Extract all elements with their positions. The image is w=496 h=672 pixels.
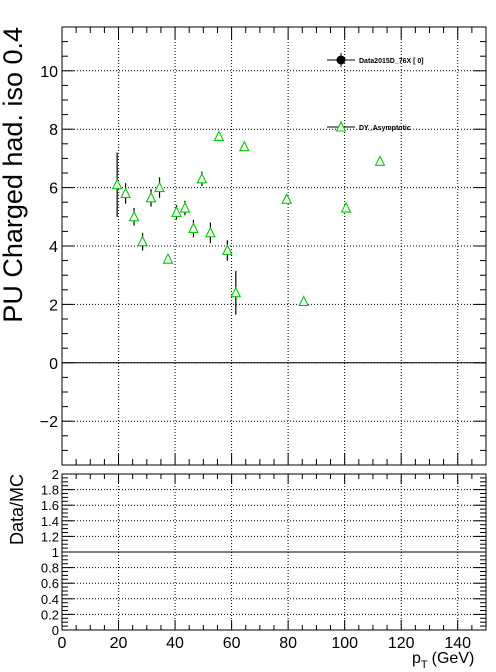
triangle-marker [340,201,352,213]
upper-y-axis-label: PU Charged had. iso 0.4 [0,27,28,323]
x-tick-label: 40 [166,635,184,652]
upper-y-tick-label: 2 [49,297,58,314]
x-axis-label-sub: T [421,659,428,671]
upper-panel: −2 0 2 4 6 8 10 PU Charged had. iso 0.4 Data20… [0,26,487,466]
data-point [340,201,352,213]
data-point [137,232,148,251]
data-point [196,171,208,187]
lower-y-tick-labels: 00.20.40.60.811.21.41.61.82 [41,467,59,638]
x-tick-label: 60 [223,635,241,652]
triangle-marker [179,201,191,213]
triangle-marker [137,235,148,247]
data-point [111,152,123,217]
data-point [230,270,242,315]
lower-y-tick-label: 0.8 [41,561,59,576]
x-tick-label: 140 [444,635,471,652]
x-axis-label: pT (GeV) [412,650,474,671]
data-point [221,240,233,261]
legend-label-mc: DY_Asymptotic [359,125,411,132]
lower-y-tick-label: 0.6 [41,576,59,591]
x-tick-label: 20 [110,635,128,652]
x-tick-label: 0 [58,635,67,652]
lower-y-tick-label: 1 [52,545,59,560]
upper-y-tick-label: 10 [40,64,58,81]
legend-label-data: Data2015D_76X [ 0] [359,58,424,65]
x-axis-label-main: p [412,650,421,667]
data-point [179,200,191,216]
data-point [281,193,293,204]
lower-panel: 00.20.40.60.811.21.41.61.82 0 20 40 60 80 100… [7,467,487,671]
triangle-marker [145,191,157,203]
triangle-marker [298,295,310,307]
triangle-marker [213,130,225,142]
lower-y-tick-label: 1.6 [41,498,59,513]
data-point [298,295,310,307]
triangle-marker [205,226,216,238]
lower-y-tick-label: 1.8 [41,483,59,498]
upper-y-tick-labels: −2 0 2 4 6 8 10 [40,64,58,431]
x-tick-labels: 0 20 40 60 80 100 120 140 [58,635,472,652]
data-point [162,252,174,264]
data-point [188,219,199,238]
triangle-marker [128,210,140,222]
triangle-marker [120,187,131,198]
upper-grid [62,27,486,465]
legend-marker-mc [335,120,347,132]
upper-y-tick-label: 0 [49,356,58,373]
upper-data-points [111,130,386,315]
upper-y-tick-label: 4 [49,239,58,256]
data-point [374,155,386,166]
triangle-marker [281,193,293,204]
triangle-marker [188,222,199,234]
data-point [120,183,131,204]
data-point [213,130,225,142]
data-point [205,222,216,244]
upper-axis-ticks [61,26,487,466]
x-axis-label-unit: (GeV) [432,650,475,667]
data-point [128,208,140,226]
lower-y-tick-label: 2 [52,467,59,482]
lower-y-tick-label: 1.2 [41,529,59,544]
triangle-marker [111,178,123,190]
triangle-marker [196,172,208,184]
lower-y-tick-label: 0.4 [41,592,59,607]
upper-y-tick-label: −2 [40,414,58,431]
lower-y-tick-label: 1.4 [41,514,59,529]
lower-axis-ticks [61,473,487,631]
data-point [171,205,182,220]
legend-marker-data [336,55,346,65]
x-tick-label: 120 [388,635,415,652]
data-point [154,177,165,198]
lower-y-tick-label: 0 [52,623,59,638]
lower-y-axis-label: Data/MC [7,474,27,545]
triangle-marker [221,244,233,255]
lower-plot-frame [61,473,487,631]
upper-plot-frame [61,26,487,466]
triangle-marker [230,286,242,298]
triangle-marker [374,155,386,166]
lower-y-tick-label: 0.2 [41,607,59,622]
triangle-marker [154,181,165,193]
x-tick-label: 80 [279,635,297,652]
upper-y-tick-label: 8 [49,122,58,139]
upper-y-tick-label: 6 [49,181,58,198]
data-point [145,189,157,207]
legend: Data2015D_76X [ 0] DY_Asymptotic [327,53,424,132]
triangle-marker [238,140,250,152]
x-tick-label: 100 [331,635,358,652]
triangle-marker [162,252,174,264]
triangle-marker [171,206,182,217]
data-point [238,140,250,152]
